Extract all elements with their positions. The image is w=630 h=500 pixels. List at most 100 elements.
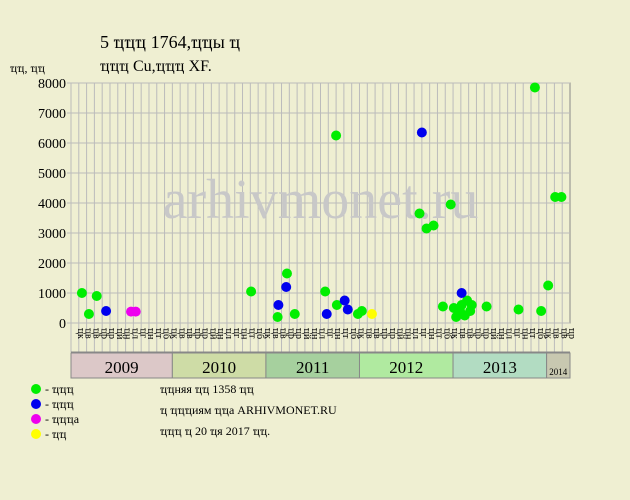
month-label: ҵт — [527, 328, 538, 339]
point — [456, 288, 467, 298]
month-label: ҵр — [106, 328, 117, 339]
y-tick-label: 2000 — [38, 257, 66, 272]
month-label: ҵр — [293, 328, 304, 339]
month-label: ҵв — [278, 328, 289, 339]
month-label: ҵр — [285, 328, 296, 339]
point — [320, 286, 331, 297]
legend-label: - ҵҵҵа — [45, 412, 80, 426]
month-label: ҵр — [379, 328, 390, 339]
point — [91, 291, 102, 301]
y-axis-label: ҵҵ, ҵҵ — [10, 61, 45, 75]
point — [466, 300, 477, 310]
legend-marker — [31, 414, 41, 424]
month-label: ҵр — [200, 328, 211, 339]
point — [289, 309, 300, 319]
legend-marker — [31, 384, 41, 394]
month-label: ҵн — [496, 328, 507, 340]
point — [272, 312, 283, 322]
month-label: ҵр — [480, 328, 491, 339]
note: ҵҵняя ҵҵ 1358 ҵҵ — [160, 382, 254, 396]
point — [536, 306, 547, 316]
legend-marker — [31, 399, 41, 409]
month-label: ҵр — [566, 328, 577, 339]
y-tick-label: 1000 — [38, 287, 66, 302]
y-tick-label: 5000 — [38, 167, 66, 182]
month-label: ҵв — [363, 328, 374, 339]
month-label: ҵн — [239, 328, 250, 340]
month-label: ҵн — [426, 328, 437, 340]
month-label: ҵй — [301, 328, 312, 340]
month-label: ҵк — [168, 328, 179, 339]
month-label: ҵй — [395, 328, 406, 340]
point — [331, 130, 342, 141]
month-label: ҵб — [535, 328, 546, 339]
month-label: ҵл — [410, 328, 421, 339]
year-band — [358, 352, 454, 379]
month-label: ҵр — [387, 328, 398, 339]
month-label: ҵк — [449, 328, 460, 339]
month-label: ҵг — [512, 328, 523, 338]
legend-label: - ҵҵ — [45, 427, 66, 441]
year-label: 2009 — [105, 358, 139, 377]
point — [273, 300, 284, 310]
point — [428, 220, 439, 231]
month-label: ҵл — [223, 328, 234, 339]
month-label: ҵк — [75, 328, 86, 339]
month-label: ҵн — [145, 328, 156, 340]
month-label: ҵр — [473, 328, 484, 339]
chart-subtitle: ҵҵҵ Cu,ҵҵҵ XF. — [100, 58, 212, 75]
point — [281, 282, 292, 292]
point — [76, 288, 87, 298]
month-label: ҵл — [504, 328, 515, 339]
point — [281, 268, 292, 279]
month-label: ҵй — [488, 328, 499, 340]
point — [331, 300, 342, 310]
month-label: ҵр — [98, 328, 109, 339]
point — [83, 309, 94, 319]
month-label: ҵв — [457, 328, 468, 339]
point — [342, 304, 353, 315]
month-label: ҵт — [246, 328, 257, 339]
y-tick-label: 3000 — [38, 227, 66, 242]
month-label: ҵг — [418, 328, 429, 338]
month-label: ҵв — [90, 328, 101, 339]
point — [339, 295, 350, 306]
month-label: ҵн — [402, 328, 413, 340]
month-label: ҵр — [192, 328, 203, 339]
month-label: ҵт — [153, 328, 164, 339]
point — [101, 306, 112, 316]
legend-label: - ҵҵҵ — [45, 397, 74, 411]
note: ҵҵҵ ҵ 20 ҵя 2017 ҵҵ. — [160, 424, 270, 438]
year-band — [546, 352, 571, 379]
month-label: ҵг — [231, 328, 242, 338]
month-label: ҵн — [215, 328, 226, 340]
month-label: ҵв — [270, 328, 281, 339]
point — [130, 306, 141, 317]
y-tick-label: 8000 — [38, 77, 66, 92]
month-label: ҵт — [340, 328, 351, 339]
point — [481, 301, 492, 312]
year-label: 2010 — [202, 358, 236, 377]
month-label: ҵн — [519, 328, 530, 340]
month-label: ҵк — [543, 328, 554, 339]
point — [445, 199, 456, 210]
month-label: ҵт — [434, 328, 445, 339]
month-label: ҵв — [551, 328, 562, 339]
year-band — [171, 352, 267, 379]
point — [437, 301, 448, 312]
month-label: ҵг — [137, 328, 148, 338]
month-label: ҵб — [441, 328, 452, 339]
month-label: ҵн — [122, 328, 133, 340]
year-label: 2012 — [389, 358, 423, 377]
y-tick-label: 0 — [59, 317, 66, 332]
year-label: 2014 — [549, 367, 568, 377]
y-tick-label: 6000 — [38, 137, 66, 152]
point — [543, 280, 554, 291]
y-tick-label: 4000 — [38, 197, 66, 212]
point — [356, 306, 367, 316]
y-tick-label: 7000 — [38, 107, 66, 122]
month-label: ҵй — [207, 328, 218, 340]
month-label: ҵн — [309, 328, 320, 340]
month-label: ҵв — [558, 328, 569, 339]
